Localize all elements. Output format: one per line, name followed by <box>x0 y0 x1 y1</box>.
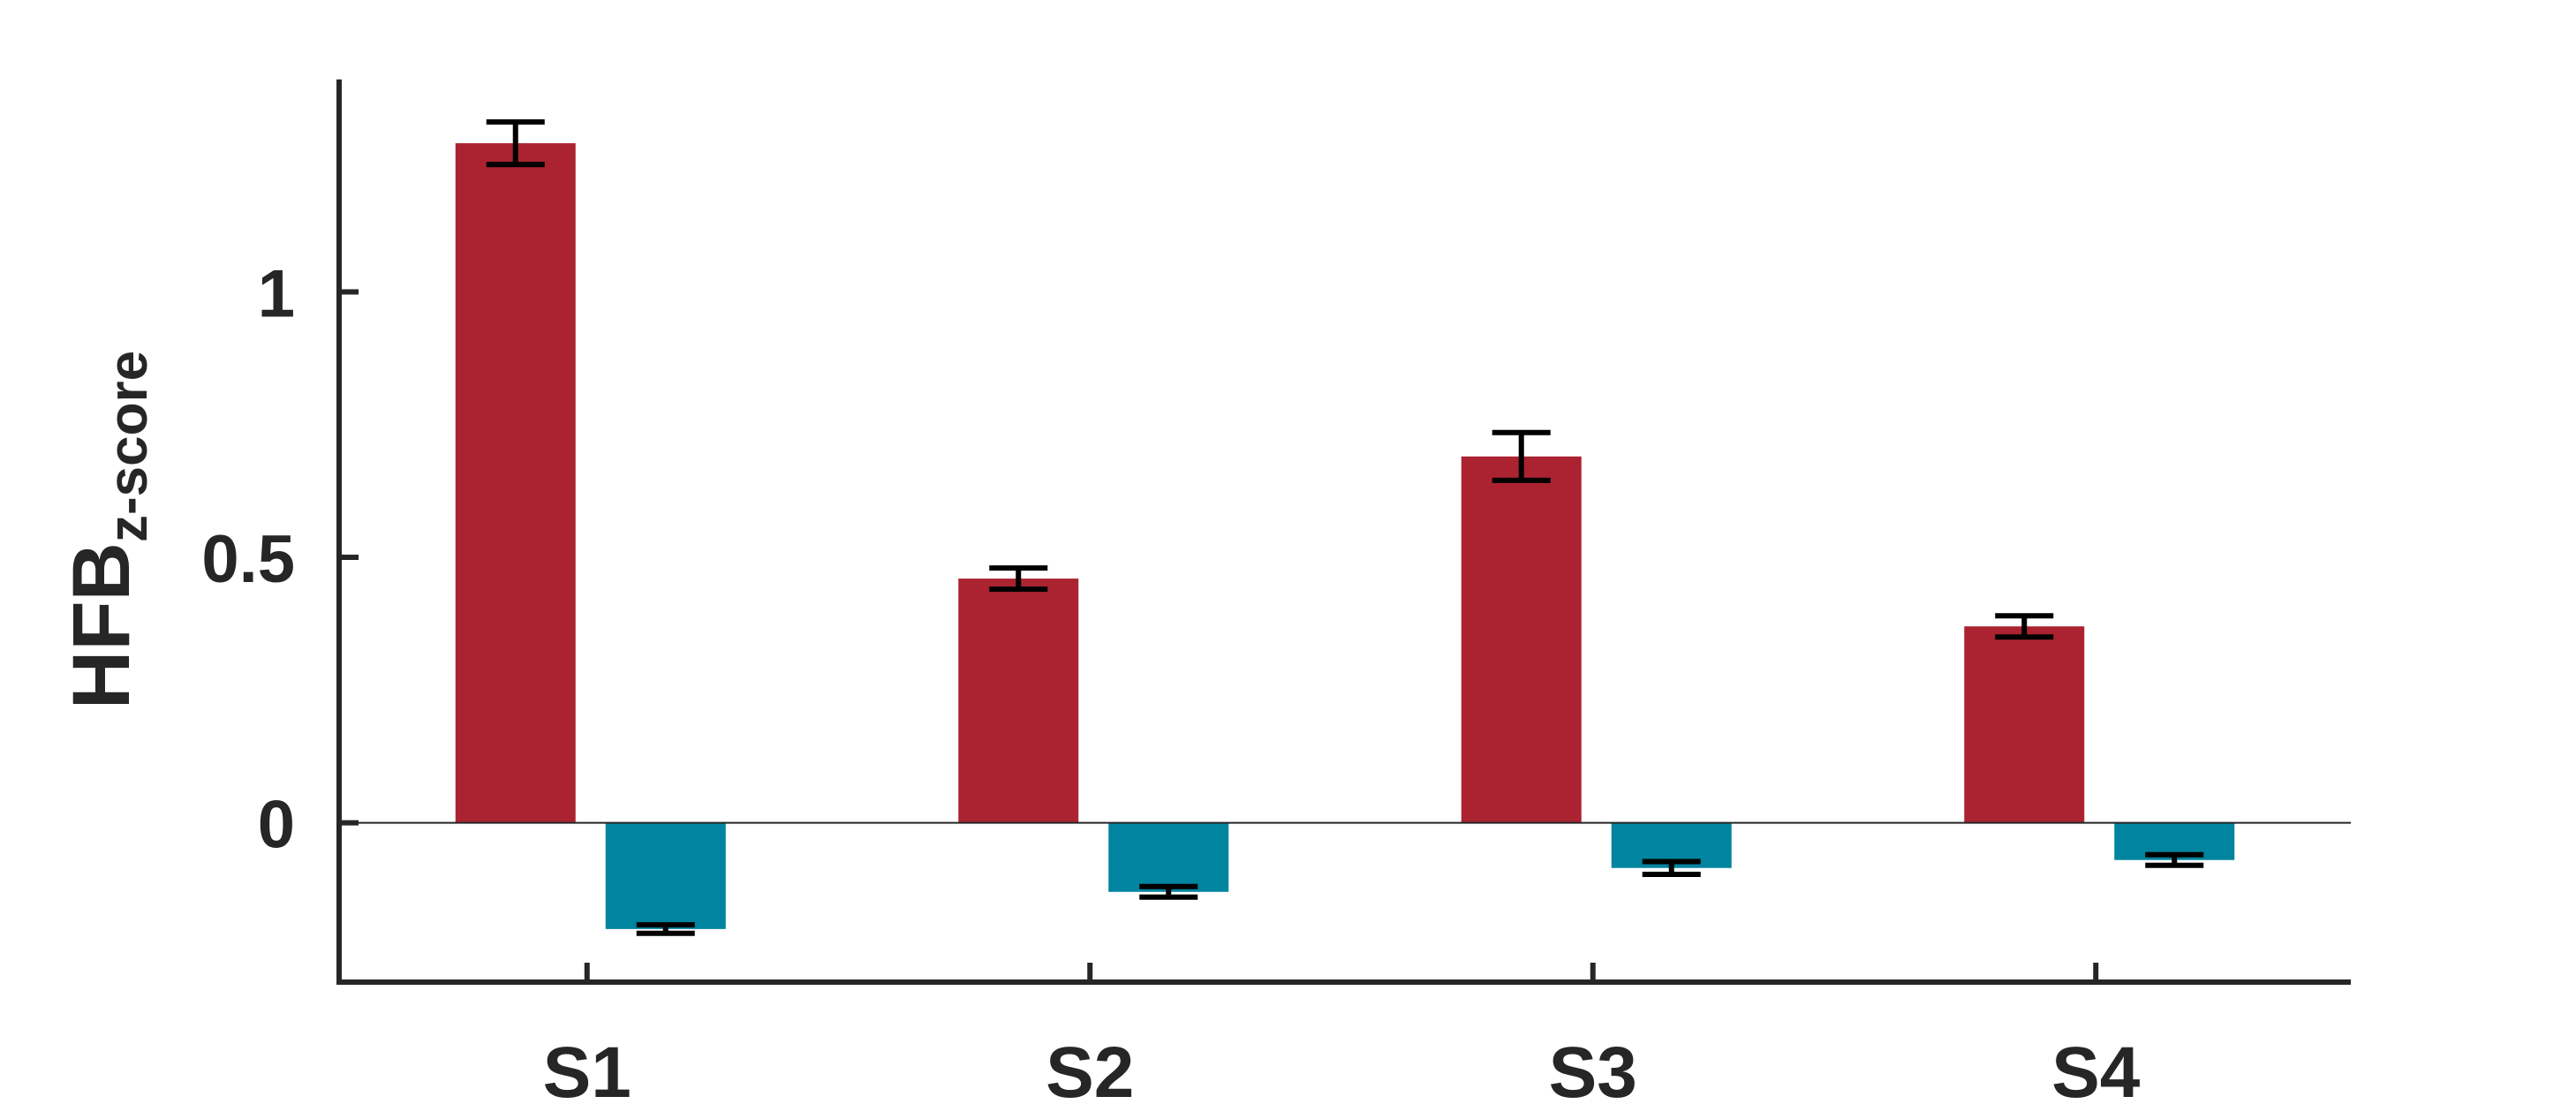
x-tick-label-s4: S4 <box>2051 1032 2141 1104</box>
bar-s1-series-2 <box>605 822 726 929</box>
y-tick-label: 0 <box>258 788 295 863</box>
x-tick-label-s3: S3 <box>1549 1032 1637 1104</box>
bars-layer <box>455 143 2235 929</box>
x-tick-label-s2: S2 <box>1046 1032 1134 1104</box>
y-ticks: 00.51 <box>201 256 359 863</box>
x-tick-label-s1: S1 <box>543 1032 631 1104</box>
y-tick-label: 1 <box>258 256 295 331</box>
y-tick-label: 0.5 <box>201 522 295 597</box>
axes-layer <box>336 79 2351 985</box>
x-ticks: S1 S2 S3 S4 <box>543 963 2141 1104</box>
y-axis-label: HFBz-score <box>57 351 159 709</box>
bar-s4-series-1 <box>1964 626 2085 823</box>
bar-s3-series-1 <box>1461 456 1582 823</box>
bar-s2-series-2 <box>1108 822 1229 892</box>
y-axis-label-subscript: z-score <box>98 351 159 542</box>
bar-s1-series-1 <box>455 143 576 823</box>
y-axis-label-main: HFB <box>57 542 147 709</box>
bar-s2-series-1 <box>958 578 1079 823</box>
error-bars-layer <box>486 119 2204 936</box>
